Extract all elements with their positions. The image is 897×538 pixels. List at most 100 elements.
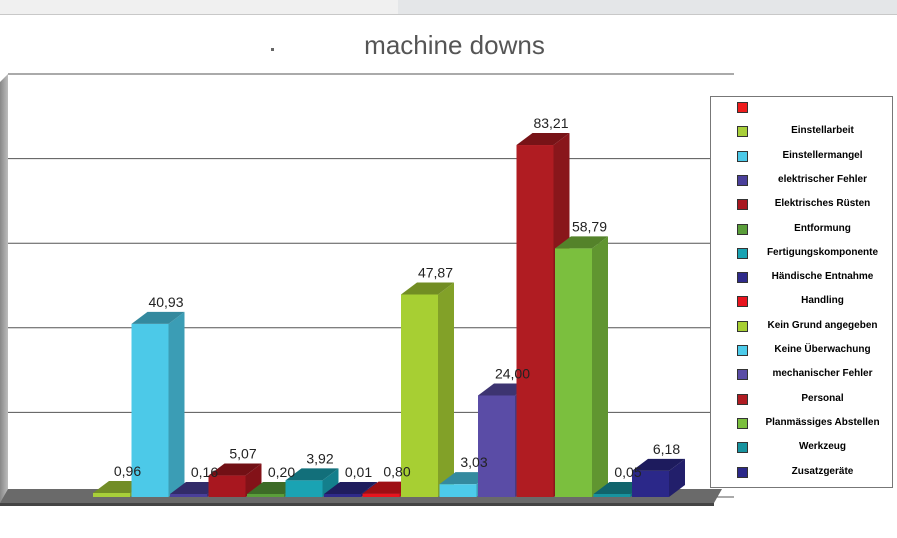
data-label: 0,20	[268, 464, 295, 480]
bar-side	[592, 236, 608, 497]
legend-item: Einstellarbeit	[711, 123, 894, 141]
chart-title: machine downs	[364, 30, 545, 60]
data-labels-group: 0,96 40,93 0,16 5,07 0,20 3,92 0,01 0,80 47,87 3,…	[114, 115, 680, 480]
bar-Kein Grund angegeben	[401, 282, 454, 497]
legend-swatch	[737, 393, 748, 405]
bar-front	[247, 494, 284, 497]
legend-item: Kein Grund angegeben	[711, 318, 894, 336]
data-label: 5,07	[229, 446, 256, 462]
legend-label: Entformung	[794, 222, 851, 234]
plot-area	[0, 73, 734, 506]
legend-item: Keine Überwachung	[711, 342, 894, 360]
bar-side	[322, 468, 339, 497]
legend-swatch	[737, 442, 748, 454]
bar-front	[478, 395, 515, 497]
legend-label: Handling	[801, 295, 844, 307]
legend-item: Zusatzgeräte	[711, 464, 894, 482]
data-label: 58,79	[572, 218, 607, 234]
legend-swatch	[737, 199, 748, 211]
legend-label: Händische Entnahme	[771, 271, 874, 283]
legend-label: Kein Grund angegeben	[767, 319, 878, 331]
bar-top	[555, 236, 608, 249]
legend-swatch	[737, 223, 748, 235]
legend-item: Planmässiges Abstellen	[711, 415, 894, 433]
legend-item: mechanischer Fehler	[711, 366, 894, 384]
legend-label: elektrischer Fehler	[778, 173, 867, 185]
legend-swatch	[737, 466, 748, 478]
bar-front	[324, 494, 361, 497]
data-label: 24,00	[495, 365, 530, 381]
data-label: 6,18	[653, 441, 680, 457]
bar-side	[669, 458, 685, 497]
bar-side	[168, 311, 185, 497]
bar-Zusatzgeräte	[632, 458, 685, 497]
legend-label: Elektrisches Rüsten	[774, 198, 871, 210]
legend-swatch	[737, 369, 748, 381]
bar-top	[516, 133, 570, 146]
bar-front	[170, 494, 207, 497]
bar-front	[593, 494, 631, 497]
legend-swatch	[737, 345, 748, 356]
bar-top	[632, 458, 685, 471]
bar-side	[438, 282, 454, 497]
data-label: 0,16	[191, 464, 218, 480]
legend-swatch	[737, 320, 748, 332]
data-label: 0,96	[114, 463, 141, 479]
legend-label: mechanischer Fehler	[772, 368, 873, 380]
bar-Elektrisches Rüsten	[208, 463, 262, 497]
legend-label: Werkzeug	[798, 441, 847, 453]
bar-front	[632, 470, 669, 497]
legend-item: Entformung	[711, 221, 894, 239]
bar-front	[555, 248, 592, 497]
legend-swatch	[737, 102, 748, 113]
bar-side	[245, 463, 262, 497]
left-wall	[0, 74, 8, 503]
legend: Einstellarbeit Einstellermangel elektrisch…	[710, 96, 893, 488]
legend-swatch	[737, 174, 748, 186]
legend-label: Zusatzgeräte	[791, 465, 854, 477]
legend-item: Elektrisches Rüsten	[711, 196, 894, 214]
legend-swatch	[737, 417, 748, 429]
legend-item: Handling	[711, 293, 894, 311]
data-label: 83,21	[533, 115, 568, 131]
legend-item: Personal	[711, 391, 894, 409]
data-label: 40,93	[148, 294, 183, 310]
legend-label: Personal	[801, 392, 844, 404]
data-label: 3,03	[460, 454, 487, 470]
bar-front	[401, 294, 438, 497]
bar-front	[208, 475, 246, 497]
legend-item	[711, 99, 894, 117]
legend-item: elektrischer Fehler	[711, 172, 894, 190]
bar-top	[401, 282, 454, 295]
legend-swatch	[737, 296, 748, 308]
legend-swatch	[737, 272, 748, 284]
title-marker	[271, 48, 274, 51]
data-label: 47,87	[418, 265, 453, 281]
bar-front	[285, 480, 323, 497]
bar-front	[516, 145, 554, 497]
legend-item: Fertigungskomponente	[711, 245, 894, 263]
legend-swatch	[737, 150, 748, 162]
legend-label: Einstellermangel	[782, 149, 863, 161]
legend-item: Werkzeug	[711, 439, 894, 457]
legend-label: Einstellarbeit	[791, 125, 854, 137]
legend-swatch	[737, 247, 748, 259]
data-label: 3,92	[306, 450, 333, 466]
legend-item: Händische Entnahme	[711, 269, 894, 287]
bar-front	[93, 492, 130, 497]
legend-label: Planmässiges Abstellen	[765, 416, 880, 428]
legend-item: Einstellermangel	[711, 148, 894, 166]
bar-top	[324, 482, 377, 494]
bar-Fertigungskomponente	[285, 468, 339, 497]
legend-label: Keine Überwachung	[774, 344, 871, 355]
legend-label: Fertigungskomponente	[766, 246, 879, 258]
bars-group	[93, 133, 685, 497]
floor-edge	[0, 503, 714, 506]
top-toolbar-right-panel	[398, 0, 897, 14]
bar-front	[362, 493, 400, 497]
bar-top	[208, 463, 262, 476]
bar-top	[285, 468, 339, 481]
bar-front	[439, 484, 477, 497]
bar-front	[131, 323, 169, 497]
